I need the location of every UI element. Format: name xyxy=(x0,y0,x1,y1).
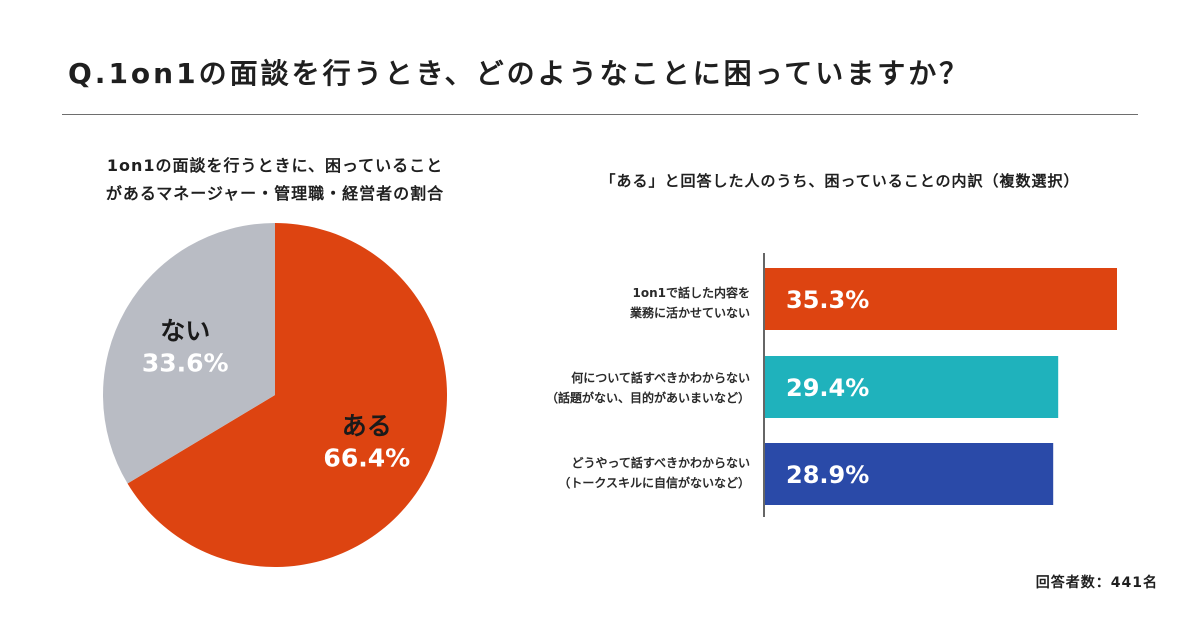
bar-category-2-line-2: （話題がない、目的があいまいなど） xyxy=(545,391,750,405)
bar-3 xyxy=(765,443,1054,505)
bar-2-value-label: 29.4% xyxy=(786,374,869,402)
bar-category-2-line-1: 何について話すべきかわからない xyxy=(571,371,750,385)
pie-slice-1-value: 66.4% xyxy=(323,444,410,473)
bar-category-1-line-1: 1on1で話した内容を xyxy=(632,286,751,300)
bar-category-3-line-2: （トークスキルに自信がないなど） xyxy=(558,476,750,490)
bar-2 xyxy=(765,356,1059,418)
bar-category-label-2: 何について話すべきかわからない （話題がない、目的があいまいなど） xyxy=(490,368,750,408)
page-title: Q.1on1の面談を行うとき、どのようなことに困っていますか？ xyxy=(68,57,971,90)
pie-slice-2-label: ない xyxy=(160,317,210,346)
pie-title-line-1: 1on1の面談を行うときに、困っていること xyxy=(106,156,444,175)
title-divider xyxy=(62,114,1138,115)
bar-1 xyxy=(765,268,1117,330)
bar-category-label-3: どうやって話すべきかわからない （トークスキルに自信がないなど） xyxy=(490,453,750,493)
bar-category-1-line-2: 業務に活かせていない xyxy=(629,306,750,320)
pie-slice-2-value: 33.6% xyxy=(142,349,229,378)
bar-category-label-1: 1on1で話した内容を 業務に活かせていない xyxy=(490,283,750,323)
pie-slice-1 xyxy=(127,223,448,567)
pie-slice-1-label: ある xyxy=(342,412,392,441)
bar-3-value-label: 28.9% xyxy=(786,461,869,489)
bar-category-3-line-1: どうやって話すべきかわからない xyxy=(571,456,750,470)
pie-slice-2 xyxy=(103,223,276,484)
pie-chart-title: 1on1の面談を行うときに、困っていること があるマネージャー・管理職・経営者の… xyxy=(40,152,510,208)
bar-chart-title: 「ある」と回答した人のうち、困っていることの内訳（複数選択） xyxy=(600,172,1080,190)
respondent-count: 回答者数：441名 xyxy=(1035,575,1158,591)
bar-1-value-label: 35.3% xyxy=(786,286,869,314)
pie-title-line-2: があるマネージャー・管理職・経営者の割合 xyxy=(105,184,445,203)
